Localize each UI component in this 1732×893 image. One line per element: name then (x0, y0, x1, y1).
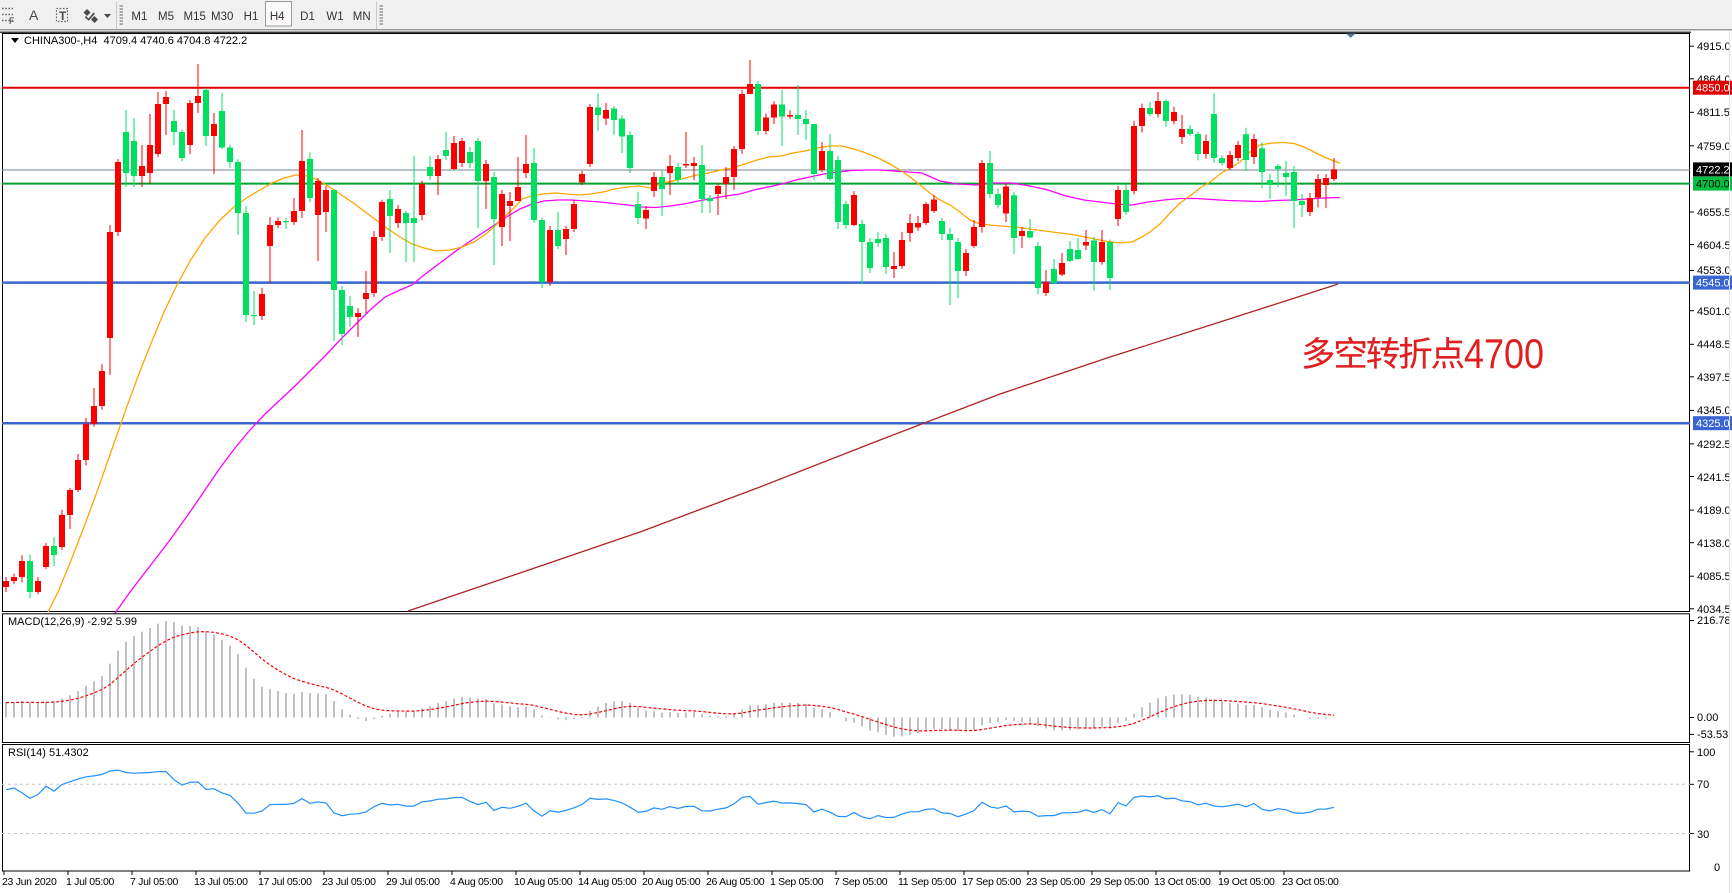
svg-text:20 Aug 05:00: 20 Aug 05:00 (642, 876, 701, 888)
svg-text:26 Aug 05:00: 26 Aug 05:00 (706, 876, 765, 888)
svg-text:4850.0: 4850.0 (1696, 83, 1730, 95)
svg-text:4655.5: 4655.5 (1697, 207, 1731, 219)
svg-text:23 Jun 2020: 23 Jun 2020 (2, 876, 57, 888)
svg-text:7 Sep 05:00: 7 Sep 05:00 (834, 876, 888, 888)
svg-text:216.78: 216.78 (1697, 615, 1731, 627)
svg-text:30: 30 (1697, 829, 1709, 841)
svg-text:1 Jul 05:00: 1 Jul 05:00 (66, 876, 115, 888)
svg-text:4325.0: 4325.0 (1696, 418, 1730, 430)
svg-text:4915.0: 4915.0 (1697, 41, 1731, 53)
svg-text:70: 70 (1697, 779, 1709, 791)
svg-text:100: 100 (1697, 747, 1715, 759)
svg-text:4397.5: 4397.5 (1697, 372, 1731, 384)
svg-text:4189.0: 4189.0 (1697, 505, 1731, 517)
svg-text:4811.5: 4811.5 (1697, 107, 1730, 119)
svg-text:MACD(12,26,9) -2.92 5.99: MACD(12,26,9) -2.92 5.99 (8, 616, 137, 628)
svg-text:4292.5: 4292.5 (1697, 439, 1731, 451)
svg-text:-53.53: -53.53 (1697, 729, 1728, 741)
svg-text:4700.0: 4700.0 (1696, 179, 1730, 191)
svg-text:4700: 4700 (1464, 330, 1544, 377)
svg-text:T: T (59, 9, 67, 23)
svg-text:RSI(14) 51.4302: RSI(14) 51.4302 (8, 747, 89, 759)
svg-text:M1: M1 (131, 11, 147, 23)
svg-text:14 Aug 05:00: 14 Aug 05:00 (578, 876, 637, 888)
svg-text:23 Sep 05:00: 23 Sep 05:00 (1026, 876, 1085, 888)
svg-text:M15: M15 (184, 11, 206, 23)
svg-text:4138.0: 4138.0 (1697, 538, 1731, 550)
svg-text:0: 0 (1714, 862, 1720, 874)
svg-text:W1: W1 (326, 11, 343, 23)
svg-text:A: A (29, 7, 39, 23)
svg-text:0.00: 0.00 (1697, 712, 1718, 724)
svg-text:4604.5: 4604.5 (1697, 240, 1731, 252)
svg-text:11 Sep 05:00: 11 Sep 05:00 (898, 876, 957, 888)
svg-text:13 Oct 05:00: 13 Oct 05:00 (1154, 876, 1211, 888)
svg-text:H1: H1 (244, 11, 259, 23)
svg-text:29 Sep 05:00: 29 Sep 05:00 (1090, 876, 1149, 888)
svg-text:13 Jul 05:00: 13 Jul 05:00 (194, 876, 248, 888)
svg-text:D1: D1 (300, 11, 315, 23)
svg-text:CHINA300-,H4 4709.4 4740.6 47: CHINA300-,H4 4709.4 4740.6 4704.8 4722.2 (24, 35, 247, 47)
svg-text:17 Sep 05:00: 17 Sep 05:00 (962, 876, 1021, 888)
svg-text:4553.0: 4553.0 (1697, 265, 1731, 277)
svg-text:4085.5: 4085.5 (1697, 571, 1731, 583)
svg-text:4241.5: 4241.5 (1697, 472, 1731, 484)
svg-text:4034.5: 4034.5 (1697, 604, 1731, 616)
svg-text:4 Aug 05:00: 4 Aug 05:00 (450, 876, 503, 888)
svg-text:4448.5: 4448.5 (1697, 339, 1731, 351)
svg-text:4501.0: 4501.0 (1697, 306, 1731, 318)
svg-text:19 Oct 05:00: 19 Oct 05:00 (1218, 876, 1275, 888)
svg-text:H4: H4 (270, 11, 285, 23)
svg-text:M5: M5 (158, 11, 174, 23)
svg-text:23 Jul 05:00: 23 Jul 05:00 (322, 876, 376, 888)
svg-text:F: F (9, 16, 15, 26)
svg-text:17 Jul 05:00: 17 Jul 05:00 (258, 876, 312, 888)
svg-text:10 Aug 05:00: 10 Aug 05:00 (514, 876, 573, 888)
svg-text:4759.0: 4759.0 (1697, 141, 1731, 153)
svg-text:4345.0: 4345.0 (1697, 405, 1731, 417)
svg-text:1 Sep 05:00: 1 Sep 05:00 (770, 876, 824, 888)
svg-text:4722.2: 4722.2 (1696, 164, 1730, 176)
svg-text:4545.0: 4545.0 (1696, 278, 1730, 290)
svg-text:M30: M30 (211, 11, 233, 23)
svg-text:29 Jul 05:00: 29 Jul 05:00 (386, 876, 440, 888)
svg-text:23 Oct 05:00: 23 Oct 05:00 (1282, 876, 1339, 888)
svg-text:MN: MN (353, 11, 371, 23)
svg-text:7 Jul 05:00: 7 Jul 05:00 (130, 876, 179, 888)
